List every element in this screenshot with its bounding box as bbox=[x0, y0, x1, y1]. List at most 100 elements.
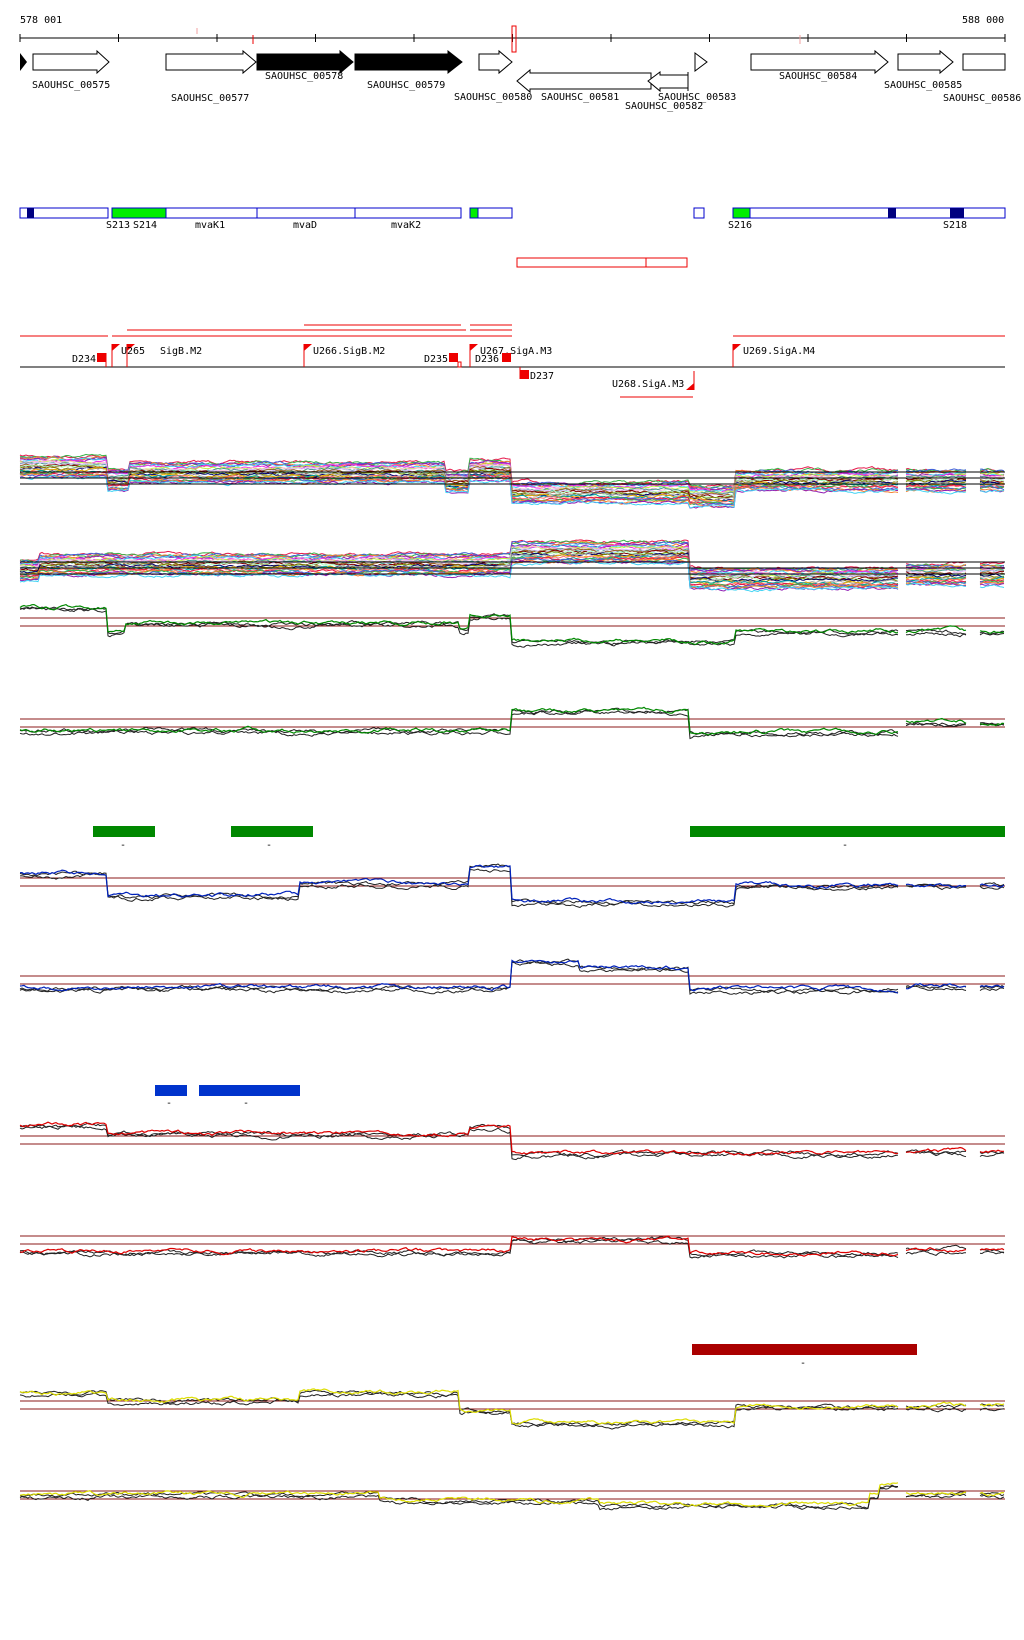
promoter-label: U266.SigB.M2 bbox=[313, 346, 385, 357]
condition-line bbox=[19, 1388, 1005, 1425]
green-interval-bars: - - - bbox=[93, 826, 1005, 851]
antisense-feature-track bbox=[516, 257, 688, 268]
promoter-u265[interactable]: U265 SigB.M2 bbox=[111, 344, 202, 367]
promoter-u267[interactable]: U267.SigA.M3 bbox=[469, 344, 552, 367]
interval-bar[interactable] bbox=[93, 826, 155, 837]
ruler-start-label: 578 001 bbox=[20, 15, 62, 26]
expression-track bbox=[19, 958, 1005, 995]
expression-track bbox=[19, 1482, 1005, 1511]
terminator-d235[interactable]: D235 bbox=[424, 353, 462, 368]
promoter-label: U268.SigA.M3 bbox=[612, 379, 684, 390]
terminator-d234[interactable]: D234 bbox=[72, 353, 107, 367]
ruler-highlight-marker[interactable] bbox=[511, 25, 517, 53]
coordinate-ruler: 578 001 588 000 bbox=[19, 15, 1006, 53]
segment-label-s218: S218 bbox=[943, 220, 967, 231]
gene-saouhsc-00580[interactable]: SAOUHSC_00580 bbox=[454, 49, 532, 103]
segment[interactable] bbox=[19, 207, 109, 219]
segment-s213-s214[interactable] bbox=[111, 207, 167, 219]
ruler-ticks bbox=[19, 34, 1006, 42]
terminator-label: D235 bbox=[424, 354, 448, 365]
gene-label: SAOUHSC_00583 bbox=[658, 92, 736, 103]
gene-saouhsc-00582[interactable]: SAOUHSC_00582 bbox=[625, 71, 703, 112]
condition-line bbox=[19, 706, 1005, 736]
terminator-label: D236 bbox=[475, 354, 499, 365]
gene-label: SAOUHSC_00579 bbox=[367, 80, 445, 91]
gene-track: SAOUHSC_00575 SAOUHSC_00577 SAOUHSC_0057… bbox=[20, 49, 1021, 112]
interval-bar[interactable] bbox=[692, 1344, 917, 1355]
expression-tracks bbox=[19, 603, 1005, 1511]
ruler-end-label: 588 000 bbox=[962, 15, 1004, 26]
multi-condition-track-1 bbox=[19, 453, 1005, 509]
interval-bar-mark: - bbox=[243, 1098, 249, 1109]
gene-arrow[interactable] bbox=[20, 53, 27, 71]
condition-line bbox=[19, 959, 1005, 994]
control-line bbox=[19, 607, 1005, 648]
expression-track bbox=[19, 1388, 1005, 1430]
promoter-u269[interactable]: U269.SigA.M4 bbox=[732, 344, 815, 367]
blue-interval-bars: - - bbox=[155, 1085, 300, 1109]
control-line bbox=[19, 1485, 1005, 1511]
segment-mvak1[interactable] bbox=[165, 207, 258, 219]
interval-bar[interactable] bbox=[231, 826, 313, 837]
condition-line bbox=[19, 864, 1005, 905]
control-line bbox=[19, 868, 1005, 909]
gene-label: SAOUHSC_00575 bbox=[32, 80, 110, 91]
antisense-feature[interactable] bbox=[516, 257, 688, 268]
gene-saouhsc-00575[interactable]: SAOUHSC_00575 bbox=[32, 49, 110, 91]
segment-dark-mark bbox=[950, 208, 964, 218]
control-line bbox=[19, 1238, 1005, 1259]
promoter-label: U269.SigA.M4 bbox=[743, 346, 815, 357]
expression-track bbox=[19, 1121, 1005, 1161]
segment-label-s214: S214 bbox=[133, 220, 157, 231]
gene-label: SAOUHSC_00581 bbox=[541, 92, 619, 103]
segment-dark-mark bbox=[27, 208, 34, 218]
expression-track bbox=[19, 603, 1005, 648]
segment-s216[interactable] bbox=[732, 207, 751, 219]
condition-line bbox=[19, 1121, 1004, 1157]
promoter-label: U265 bbox=[121, 346, 145, 357]
gene-label: SAOUHSC_00582 bbox=[625, 101, 703, 112]
terminator-d236[interactable]: D236 bbox=[475, 353, 511, 365]
segment[interactable] bbox=[749, 207, 1006, 219]
gene-saouhsc-00579[interactable]: SAOUHSC_00579 bbox=[354, 49, 463, 91]
interval-bar[interactable] bbox=[199, 1085, 300, 1096]
expression-track bbox=[19, 863, 1005, 909]
promoter-track: D234 U265 SigB.M2 U266.SigB.M2 D235 U267… bbox=[20, 324, 1005, 398]
promoter-u266[interactable]: U266.SigB.M2 bbox=[303, 344, 385, 367]
interval-bar-mark: - bbox=[266, 840, 272, 851]
condition-line bbox=[19, 603, 1005, 645]
promoter-u268[interactable]: U268.SigA.M3 bbox=[612, 371, 695, 390]
terminator-label: D234 bbox=[72, 354, 96, 365]
segment[interactable] bbox=[477, 207, 513, 219]
interval-bar[interactable] bbox=[690, 826, 1005, 837]
gene-saouhsc-00578[interactable]: SAOUHSC_00578 bbox=[256, 49, 354, 82]
segment-track: S213 S214 mvaK1 mvaD mvaK2 S216 S218 bbox=[19, 207, 1006, 231]
segment-green-small[interactable] bbox=[469, 207, 479, 219]
gene-saouhsc-00585[interactable]: SAOUHSC_00585 bbox=[884, 49, 962, 91]
segment[interactable] bbox=[693, 207, 705, 219]
gene-label: SAOUHSC_00577 bbox=[171, 93, 249, 104]
segment-dark-mark bbox=[888, 208, 896, 218]
gene-saouhsc-00577[interactable]: SAOUHSC_00577 bbox=[165, 49, 257, 104]
condition-line bbox=[19, 1482, 1005, 1508]
gene-saouhsc-00581[interactable]: SAOUHSC_00581 bbox=[516, 68, 652, 103]
segment-label-mvak1: mvaK1 bbox=[195, 220, 225, 231]
gene-label: SAOUHSC_00584 bbox=[779, 71, 857, 82]
segment-label-s216: S216 bbox=[728, 220, 752, 231]
gene-saouhsc-00584[interactable]: SAOUHSC_00584 bbox=[750, 49, 889, 82]
multi-condition-track-2 bbox=[19, 539, 1005, 593]
interval-bar-mark: - bbox=[800, 1358, 806, 1369]
segment-label-mvak2: mvaK2 bbox=[391, 220, 421, 231]
terminator-d237[interactable]: D237 bbox=[519, 367, 554, 382]
gene-saouhsc-00586[interactable]: SAOUHSC_00586 bbox=[943, 53, 1021, 104]
condition-line bbox=[19, 474, 1005, 509]
segment-mvak2[interactable] bbox=[354, 207, 462, 219]
segment-label-s213: S213 bbox=[106, 220, 130, 231]
condition-line bbox=[19, 559, 1005, 593]
terminator-label: D237 bbox=[530, 371, 554, 382]
gene-saouhsc-00583[interactable]: SAOUHSC_00583 bbox=[658, 52, 736, 103]
expression-track bbox=[19, 706, 1005, 740]
interval-bar[interactable] bbox=[155, 1085, 187, 1096]
segment-mvad[interactable] bbox=[256, 207, 356, 219]
